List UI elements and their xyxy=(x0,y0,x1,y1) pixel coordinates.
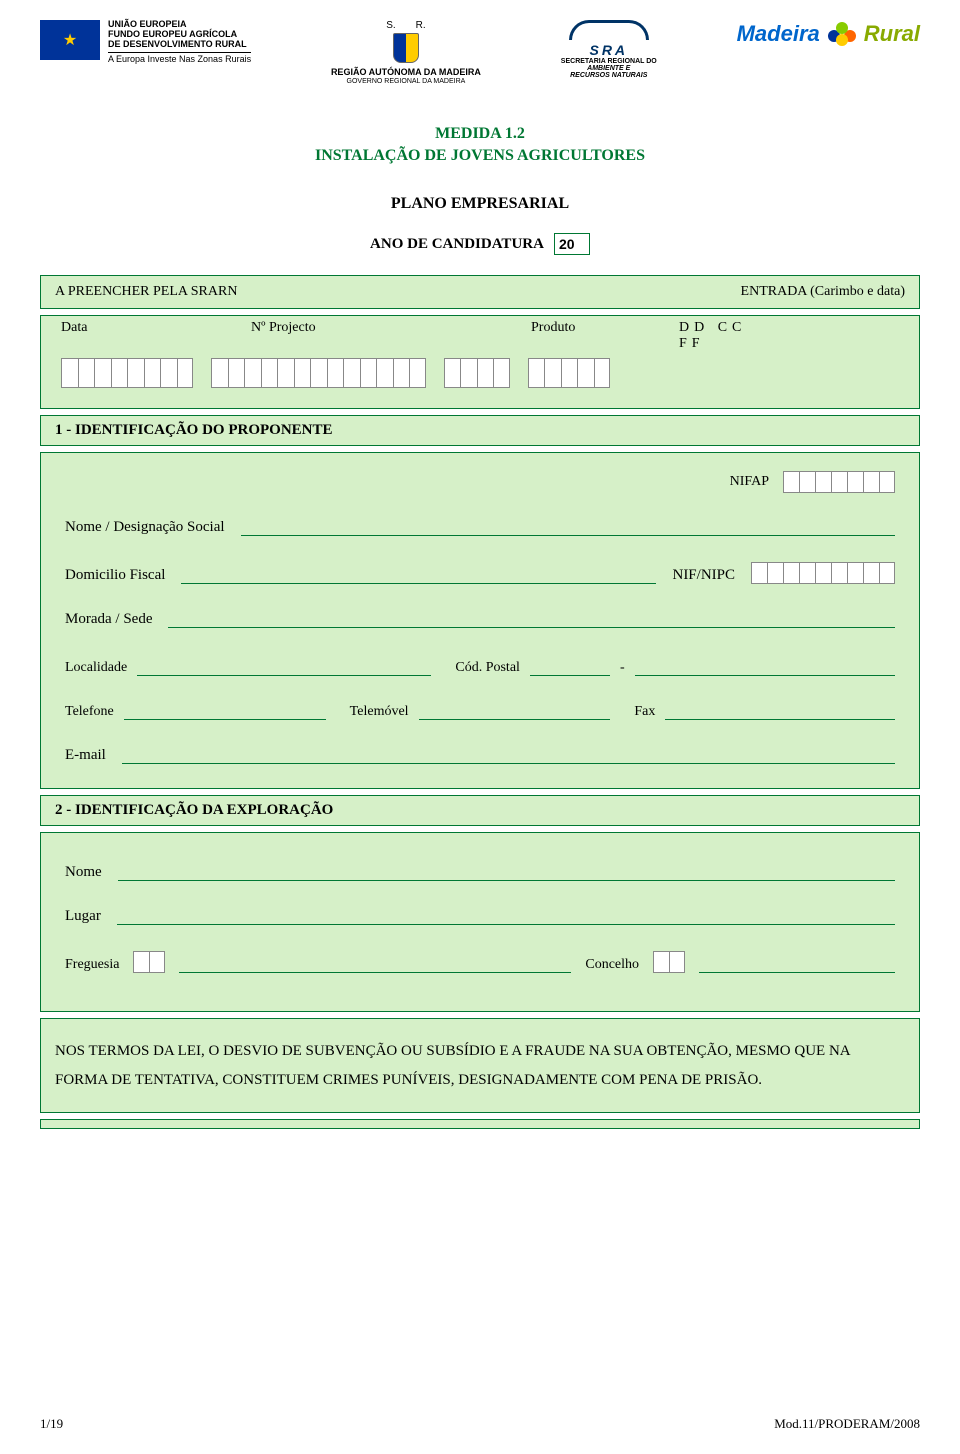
section1-body: NIFAP Nome / Designação Social Domicilio… xyxy=(40,452,920,789)
header-logos: ★ UNIÃO EUROPEIA FUNDO EUROPEU AGRÍCOLA … xyxy=(40,20,920,85)
morada-label: Morada / Sede xyxy=(65,611,152,628)
ano-row: ANO DE CANDIDATURA xyxy=(40,233,920,255)
domicilio-label: Domicilio Fiscal xyxy=(65,567,165,584)
footer-doc-ref: Mod.11/PRODERAM/2008 xyxy=(774,1416,920,1432)
title-plano: PLANO EMPRESARIAL xyxy=(40,195,920,213)
telemovel-input[interactable] xyxy=(419,702,611,720)
fax-label: Fax xyxy=(634,704,655,720)
cod-postal-input-2[interactable] xyxy=(635,658,895,676)
proj-num-label: Nº Projecto xyxy=(251,320,461,352)
title-medida: MEDIDA 1.2 xyxy=(40,125,920,143)
ram-r: R. xyxy=(416,20,426,31)
nifnipc-label: NIF/NIPC xyxy=(672,567,735,584)
proj-data-label: Data xyxy=(61,320,181,352)
sra-sub3: RECURSOS NATURAIS xyxy=(561,72,657,79)
sra-sub2: AMBIENTE E xyxy=(561,65,657,72)
proj-ddccff-label: DD CC FF xyxy=(679,320,779,352)
morada-input[interactable] xyxy=(168,610,895,628)
madeira-text: Madeira xyxy=(737,21,820,47)
exploracao-lugar-input[interactable] xyxy=(117,907,895,925)
section1-header: 1 - IDENTIFICAÇÃO DO PROPONENTE xyxy=(40,415,920,446)
ram-title: REGIÃO AUTÓNOMA DA MADEIRA xyxy=(331,67,481,77)
nifnipc-cells[interactable] xyxy=(751,562,895,584)
eu-logo-text: UNIÃO EUROPEIA FUNDO EUROPEU AGRÍCOLA DE… xyxy=(108,20,251,65)
ram-s: S. xyxy=(386,20,395,31)
eu-line3: DE DESENVOLVIMENTO RURAL xyxy=(108,40,251,50)
nome-social-label: Nome / Designação Social xyxy=(65,519,225,536)
ddccff-cells[interactable] xyxy=(528,358,611,388)
proj-produto-label: Produto xyxy=(531,320,609,352)
legal-text: NOS TERMOS DA LEI, O DESVIO DE SUBVENÇÃO… xyxy=(55,1043,850,1088)
email-input[interactable] xyxy=(122,746,895,764)
concelho-label: Concelho xyxy=(585,957,639,973)
sra-logo: SRA SECRETARIA REGIONAL DO AMBIENTE E RE… xyxy=(561,20,657,79)
preencher-left-label: A PREENCHER PELA SRARN xyxy=(55,284,237,300)
sra-sub1: SECRETARIA REGIONAL DO xyxy=(561,58,657,65)
exploracao-nome-input[interactable] xyxy=(118,863,895,881)
eu-line4: A Europa Investe Nas Zonas Rurais xyxy=(108,52,251,65)
nifap-cells[interactable] xyxy=(783,471,895,493)
eu-flag-icon: ★ xyxy=(40,20,100,60)
preencher-header-box: A PREENCHER PELA SRARN ENTRADA (Carimbo … xyxy=(40,275,920,309)
projecto-entry-box: Data Nº Projecto Produto DD CC FF xyxy=(40,315,920,409)
freguesia-input[interactable] xyxy=(179,955,571,973)
section2-header: 2 - IDENTIFICAÇÃO DA EXPLORAÇÃO xyxy=(40,795,920,826)
data-cells[interactable] xyxy=(61,358,193,388)
num-projecto-cells[interactable] xyxy=(211,358,426,388)
localidade-label: Localidade xyxy=(65,660,127,676)
ram-shield-icon xyxy=(393,33,419,63)
exploracao-nome-label: Nome xyxy=(65,864,102,881)
freguesia-code-cells[interactable] xyxy=(133,951,165,973)
madeira-rural-logo: Madeira Rural xyxy=(737,20,920,48)
concelho-code-cells[interactable] xyxy=(653,951,685,973)
title-instalacao: INSTALAÇÃO DE JOVENS AGRICULTORES xyxy=(40,147,920,165)
section2-body: Nome Lugar Freguesia Concelho xyxy=(40,832,920,1012)
titles-block: MEDIDA 1.2 INSTALAÇÃO DE JOVENS AGRICULT… xyxy=(40,125,920,213)
legal-notice-box: NOS TERMOS DA LEI, O DESVIO DE SUBVENÇÃO… xyxy=(40,1018,920,1113)
domicilio-input[interactable] xyxy=(181,566,656,584)
cod-postal-input-1[interactable] xyxy=(530,658,610,676)
sra-arc-icon xyxy=(569,20,649,40)
rural-text: Rural xyxy=(864,21,920,47)
nifap-label: NIFAP xyxy=(730,474,769,490)
preencher-right-label: ENTRADA (Carimbo e data) xyxy=(741,284,905,300)
ano-candidatura-label: ANO DE CANDIDATURA xyxy=(370,236,544,253)
telemovel-label: Telemóvel xyxy=(350,704,409,720)
legal-spacer xyxy=(40,1119,920,1129)
sra-title: SRA xyxy=(561,42,657,58)
ram-sub: GOVERNO REGIONAL DA MADEIRA xyxy=(347,78,466,85)
footer-page-number: 1/19 xyxy=(40,1416,63,1432)
telefone-label: Telefone xyxy=(65,704,114,720)
nome-social-input[interactable] xyxy=(241,518,895,536)
localidade-input[interactable] xyxy=(137,658,431,676)
cod-postal-label: Cód. Postal xyxy=(455,660,520,676)
concelho-input[interactable] xyxy=(699,955,895,973)
page-footer: 1/19 Mod.11/PRODERAM/2008 xyxy=(40,1416,920,1432)
eu-logo: ★ UNIÃO EUROPEIA FUNDO EUROPEU AGRÍCOLA … xyxy=(40,20,251,65)
ano-candidatura-input[interactable] xyxy=(554,233,590,255)
freguesia-label: Freguesia xyxy=(65,957,119,973)
email-label: E-mail xyxy=(65,747,106,764)
fax-input[interactable] xyxy=(665,702,895,720)
exploracao-lugar-label: Lugar xyxy=(65,908,101,925)
cod-postal-dash: - xyxy=(620,660,625,676)
telefone-input[interactable] xyxy=(124,702,326,720)
produto-cells[interactable] xyxy=(444,358,510,388)
flower-icon xyxy=(828,20,856,48)
ram-logo: S. R. REGIÃO AUTÓNOMA DA MADEIRA GOVERNO … xyxy=(331,20,481,85)
